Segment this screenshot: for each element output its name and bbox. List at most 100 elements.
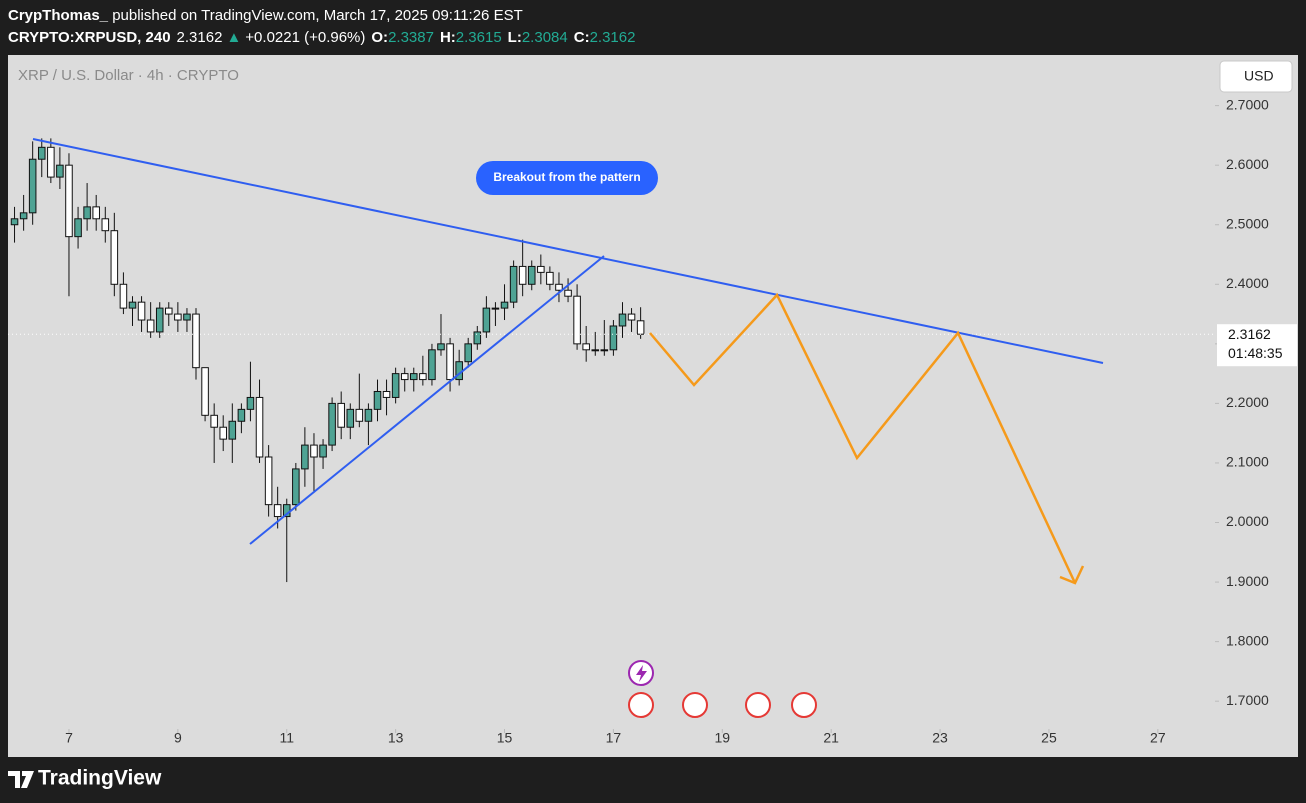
open-label: O: bbox=[371, 29, 388, 46]
event-icon[interactable] bbox=[745, 692, 771, 718]
candle-body bbox=[201, 367, 209, 416]
candle-body bbox=[292, 468, 300, 506]
last-price: 2.3162 bbox=[177, 29, 223, 46]
current-price: 2.3162 bbox=[1228, 326, 1271, 342]
candle-body bbox=[128, 301, 137, 309]
candle-body bbox=[146, 319, 155, 333]
open-value: 2.3387 bbox=[388, 29, 434, 46]
current-price-box bbox=[1217, 324, 1297, 367]
x-tick-label: 23 bbox=[932, 730, 948, 746]
y-tick-label: 2.5000 bbox=[1226, 215, 1269, 231]
candle-body bbox=[119, 283, 128, 309]
event-icon-bolt bbox=[636, 665, 647, 682]
candle-body bbox=[509, 265, 518, 303]
event-icons bbox=[628, 660, 817, 718]
candle-body bbox=[101, 218, 110, 232]
candle-body bbox=[219, 426, 227, 440]
candle-body bbox=[582, 343, 590, 351]
x-tick-label: 7 bbox=[65, 730, 73, 746]
candle-body bbox=[546, 271, 554, 285]
x-tick-label: 17 bbox=[606, 730, 622, 746]
candle-body bbox=[618, 313, 627, 327]
candle-body bbox=[437, 343, 445, 351]
candle-body bbox=[518, 265, 527, 285]
event-icon[interactable] bbox=[628, 692, 654, 718]
candle-body bbox=[28, 158, 37, 214]
x-tick-label: 21 bbox=[823, 730, 839, 746]
candle-body bbox=[382, 390, 391, 398]
candle-body bbox=[10, 218, 19, 226]
high-value: 2.3615 bbox=[456, 29, 502, 46]
projection-arrowhead bbox=[1059, 565, 1085, 585]
candle-body bbox=[555, 283, 563, 291]
y-tick-label: 1.7000 bbox=[1226, 692, 1269, 708]
symbol: CRYPTO:XRPUSD, 240 bbox=[8, 29, 171, 46]
candle-body bbox=[564, 289, 572, 297]
candle-body bbox=[228, 420, 237, 440]
candle-body bbox=[627, 313, 636, 321]
x-tick-label: 9 bbox=[174, 730, 182, 746]
y-tick-label: 2.2000 bbox=[1226, 394, 1269, 410]
candle-body bbox=[37, 146, 46, 160]
x-tick-label: 11 bbox=[279, 730, 294, 746]
y-tick-label: 2.1000 bbox=[1226, 454, 1269, 470]
plot: 1.70001.80001.90002.00002.10002.20002.30… bbox=[8, 96, 1297, 746]
currency-button[interactable] bbox=[1219, 60, 1293, 93]
candle-body bbox=[464, 343, 472, 363]
candle-body bbox=[428, 349, 436, 381]
candle-body bbox=[47, 146, 55, 178]
candle-body bbox=[155, 307, 164, 333]
header-line-1: CrypThomas_ published on TradingView.com… bbox=[8, 7, 523, 24]
candle-body bbox=[319, 444, 327, 458]
candle-body bbox=[237, 408, 246, 422]
candle-body bbox=[446, 343, 454, 381]
high-label: H: bbox=[440, 29, 456, 46]
candle-body bbox=[56, 164, 64, 178]
countdown: 01:48:35 bbox=[1228, 345, 1283, 361]
candle-body bbox=[482, 307, 491, 333]
candle-body bbox=[164, 307, 173, 315]
candle-body bbox=[473, 331, 482, 345]
x-tick-label: 27 bbox=[1150, 730, 1166, 746]
candle-body bbox=[573, 295, 581, 345]
event-icon[interactable] bbox=[682, 692, 708, 718]
candle-body bbox=[92, 206, 100, 220]
header-line-2: CRYPTO:XRPUSD, 240 2.3162 ▲ +0.0221 (+0.96%… bbox=[8, 29, 635, 46]
close-value: 2.3162 bbox=[590, 29, 636, 46]
change: +0.0221 (+0.96%) bbox=[245, 29, 365, 46]
y-tick-label: 2.7000 bbox=[1226, 96, 1269, 112]
annotation-box bbox=[476, 161, 658, 195]
candle-body bbox=[537, 265, 545, 273]
candle-body bbox=[355, 408, 364, 422]
brand: TradingView bbox=[38, 767, 162, 790]
candle-body bbox=[264, 456, 273, 506]
candle-body bbox=[364, 408, 373, 422]
candle-body bbox=[310, 444, 318, 458]
chart-title: XRP / U.S. Dollar · 4h · CRYPTO bbox=[18, 67, 239, 84]
candle-body bbox=[183, 313, 191, 321]
x-tick-label: 15 bbox=[497, 730, 513, 746]
candle-body bbox=[210, 414, 218, 428]
candle-body bbox=[600, 349, 609, 352]
candle-body bbox=[346, 408, 355, 428]
y-tick-label: 1.9000 bbox=[1226, 573, 1269, 589]
published: published on TradingView.com, March 17, … bbox=[108, 7, 523, 24]
author: CrypThomas_ bbox=[8, 7, 109, 24]
x-tick-label: 19 bbox=[715, 730, 731, 746]
candle-body bbox=[491, 307, 500, 310]
event-icon[interactable] bbox=[791, 692, 817, 718]
candle-body bbox=[273, 504, 282, 518]
brand-logo bbox=[8, 771, 34, 788]
candle-body bbox=[246, 396, 255, 410]
y-tick-label: 1.8000 bbox=[1226, 632, 1269, 648]
candle-body bbox=[301, 444, 309, 470]
candle-body bbox=[391, 373, 400, 398]
candle-body bbox=[419, 373, 427, 381]
candle-body bbox=[636, 320, 645, 335]
currency: USD bbox=[1244, 68, 1274, 84]
y-tick-label: 2.0000 bbox=[1226, 513, 1269, 529]
change-arrow: ▲ bbox=[226, 29, 241, 46]
trend-line-lower bbox=[249, 255, 605, 545]
candle-body bbox=[500, 301, 509, 309]
